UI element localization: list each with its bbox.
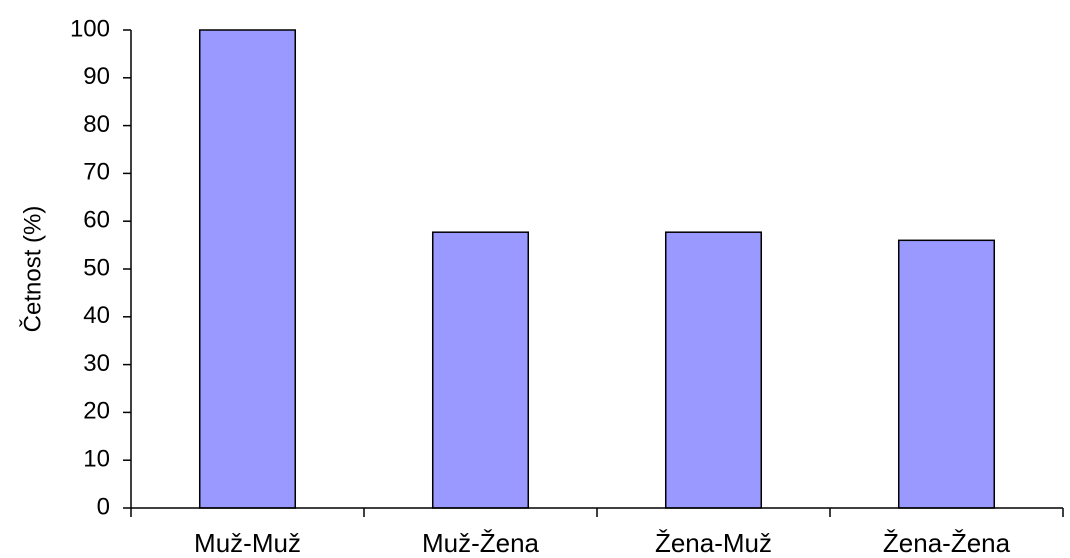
y-tick-label: 70 [83,159,110,186]
y-tick-label: 20 [83,398,110,425]
bar [664,231,763,509]
y-tick-label: 40 [83,302,110,329]
y-tick-label: 0 [97,493,110,520]
x-tick-label: Muž-Muž [194,528,301,558]
y-tick-label: 100 [70,15,110,42]
x-tick-label: Muž-Žena [422,528,540,558]
y-tick-label: 50 [83,254,110,281]
x-tick-label: Žena-Žena [883,528,1011,558]
x-tick-label: Žena-Muž [655,528,772,558]
y-tick-label: 60 [83,207,110,234]
bar [431,231,530,509]
y-tick-label: 80 [83,111,110,138]
y-axis-label: Četnost (%) [18,206,46,333]
bar [198,29,297,509]
y-tick-label: 10 [83,446,110,473]
y-tick-label: 30 [83,350,110,377]
y-tick-label: 90 [83,63,110,90]
bar [897,239,996,509]
